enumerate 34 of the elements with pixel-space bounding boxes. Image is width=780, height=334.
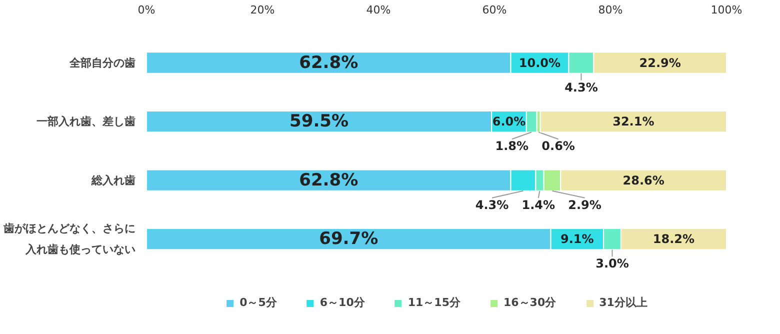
data-label: 0.6%	[542, 139, 575, 154]
data-label: 6.0%	[492, 114, 526, 129]
data-label: 59.5%	[290, 112, 349, 132]
x-tick-label: 60%	[482, 4, 507, 16]
data-label: 4.3%	[475, 198, 509, 212]
legend-label: 16～30分	[503, 295, 556, 310]
x-tick-label: 0%	[138, 4, 156, 16]
data-label: 62.8%	[299, 52, 358, 73]
legend-label: 11～15分	[408, 295, 460, 310]
data-label: 9.1%	[560, 232, 594, 246]
data-label: 22.9%	[639, 56, 681, 70]
data-label: 62.8%	[299, 170, 358, 190]
bar	[540, 110, 726, 133]
legend-label: 31分以上	[599, 295, 648, 310]
data-label: 28.6%	[622, 173, 664, 188]
y-tick-label: 一部入れ歯、差し歯	[36, 115, 136, 128]
data-label: 4.3%	[564, 80, 598, 94]
data-label: 1.4%	[522, 198, 556, 212]
legend-label: 6～10分	[320, 295, 365, 310]
data-label: 3.0%	[596, 256, 629, 271]
data-label: 10.0%	[518, 56, 561, 70]
x-tick-label: 80%	[598, 4, 623, 16]
y-tick-label: 総入れ歯	[90, 174, 136, 187]
legend-label: 0～5分	[240, 295, 277, 310]
data-label: 2.9%	[568, 198, 602, 212]
data-label: 18.2%	[652, 232, 695, 246]
data-label: 69.7%	[319, 229, 378, 250]
data-label: 32.1%	[612, 114, 654, 129]
x-tick-label: 100%	[710, 4, 742, 16]
x-tick-label: 40%	[366, 4, 391, 16]
y-tick-label: 歯がほとんどなく、さらに入れ歯も使っていない	[2, 222, 136, 256]
y-tick-label: 全部自分の歯	[68, 56, 136, 70]
x-tick-label: 20%	[250, 4, 275, 16]
data-label: 1.8%	[495, 139, 529, 154]
